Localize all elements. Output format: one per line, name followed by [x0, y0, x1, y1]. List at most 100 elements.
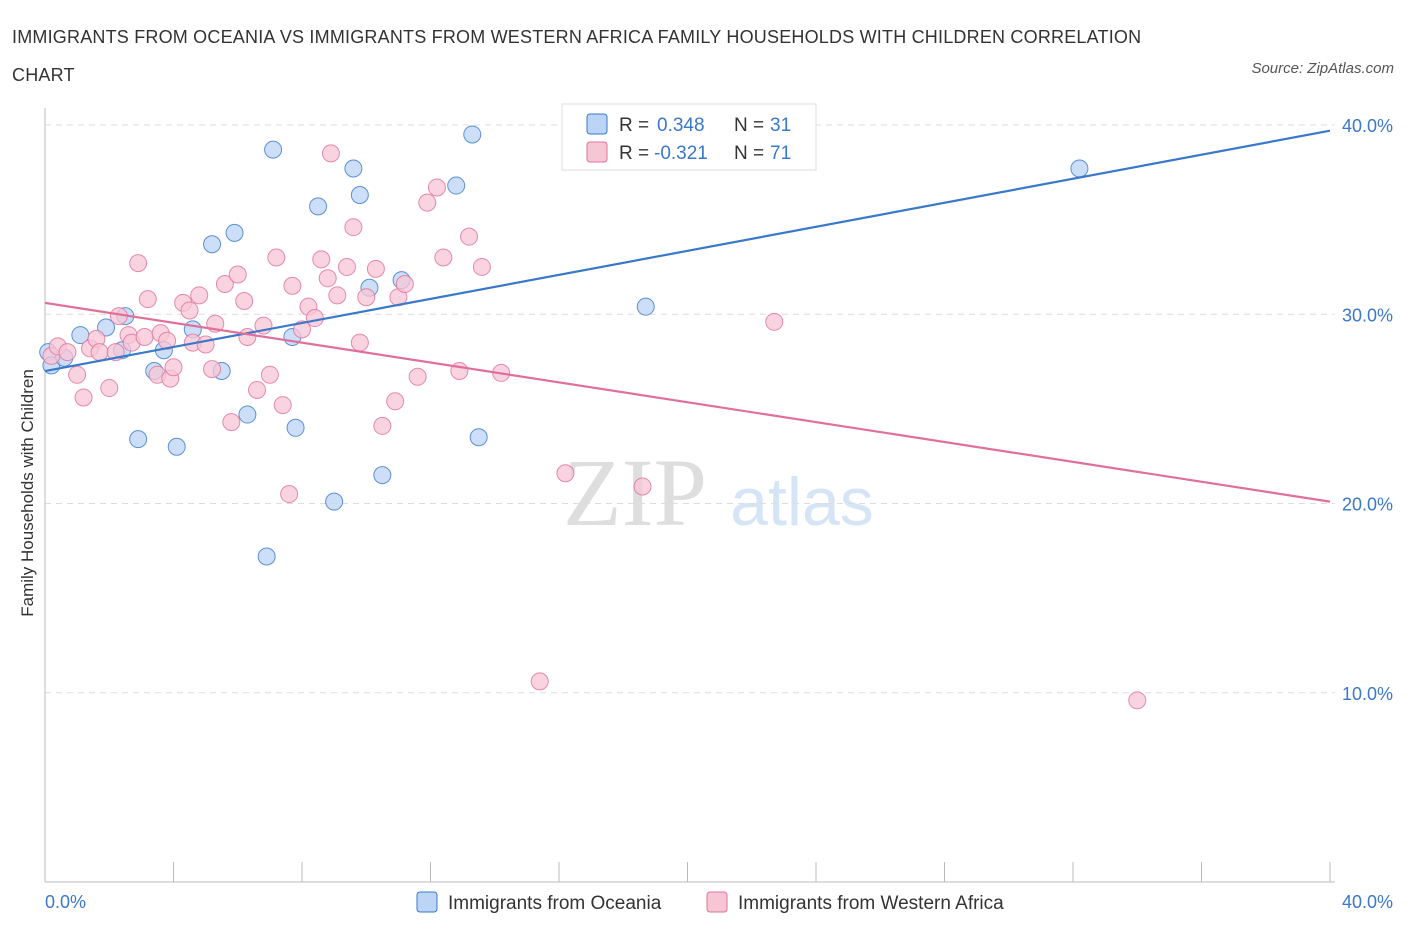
point-oceania-28: [463, 125, 482, 144]
legend-blue-r-value: 0.348: [657, 115, 705, 136]
legend-blue-n-value: 31: [770, 115, 791, 136]
point-oceania-19: [286, 418, 305, 437]
bottom-legend-swatch-oceania: [416, 891, 438, 913]
point-oceania-25: [373, 466, 392, 485]
legend-blue-r-label: R =: [619, 115, 649, 136]
axes: [44, 108, 1335, 883]
x-tick-label-start: 0.0%: [45, 892, 86, 912]
trend-line-western-africa: [44, 301, 1331, 503]
point-western-africa-56: [408, 367, 427, 386]
point-western-africa-51: [366, 259, 385, 278]
point-oceania-23: [350, 186, 369, 205]
point-western-africa-14: [135, 327, 154, 346]
bottom-legend-oceania: Immigrants from Oceania: [448, 893, 662, 914]
point-western-africa-26: [203, 360, 222, 379]
point-western-africa-15: [138, 290, 157, 309]
x-tick-label-end: 40.0%: [1342, 892, 1393, 912]
point-oceania-29: [469, 428, 488, 447]
point-western-africa-57: [418, 193, 437, 212]
legend-pink-r-value: -0.321: [654, 143, 708, 164]
point-western-africa-35: [260, 365, 279, 384]
point-western-africa-30: [228, 265, 247, 284]
point-western-africa-52: [373, 416, 392, 435]
bottom-legend-western-africa: Immigrants from Western Africa: [738, 893, 1004, 914]
point-western-africa-39: [283, 276, 302, 295]
point-western-africa-24: [190, 286, 209, 305]
trend-line-oceania: [44, 129, 1331, 373]
point-oceania-7: [129, 430, 148, 449]
point-western-africa-7: [90, 343, 109, 362]
point-western-africa-37: [273, 396, 292, 415]
y-tick-label-20: 20.0%: [1342, 495, 1393, 515]
stats-legend: R = 0.348 N = 31 R = -0.321 N = 71: [561, 103, 817, 171]
point-western-africa-45: [321, 144, 340, 163]
point-western-africa-47: [337, 257, 356, 276]
point-oceania-21: [325, 492, 344, 511]
point-western-africa-68: [1128, 691, 1147, 710]
legend-pink-n-label: N =: [734, 143, 764, 164]
y-tick-label-40: 40.0%: [1342, 116, 1393, 136]
source-label: Source: ZipAtlas.com: [1251, 60, 1394, 77]
legend-swatch-pink: [586, 141, 608, 163]
y-tick-label-30: 30.0%: [1342, 305, 1393, 325]
point-oceania-14: [225, 223, 244, 242]
point-oceania-22: [344, 159, 363, 178]
chart-title: IMMIGRANTS FROM OCEANIA VS IMMIGRANTS FR…: [12, 27, 1142, 85]
point-oceania-10: [167, 437, 186, 456]
point-western-africa-55: [395, 274, 414, 293]
watermark-zip: ZIP: [563, 439, 707, 546]
point-western-africa-61: [460, 227, 479, 246]
point-oceania-12: [203, 235, 222, 254]
point-oceania-30: [636, 297, 655, 316]
series-western-africa-points: [42, 144, 1147, 710]
grid-lines: [45, 124, 1335, 694]
point-western-africa-31: [235, 292, 254, 311]
y-axis-label: Family Households with Children: [18, 369, 37, 617]
point-western-africa-65: [556, 464, 575, 483]
point-western-africa-43: [312, 250, 331, 269]
series-legend: Immigrants from Oceania Immigrants from …: [416, 891, 1004, 914]
point-western-africa-49: [350, 333, 369, 352]
point-oceania-17: [264, 140, 283, 159]
point-oceania-15: [238, 405, 257, 424]
point-western-africa-46: [328, 286, 347, 305]
legend-swatch-blue: [586, 113, 608, 135]
point-western-africa-29: [222, 413, 241, 432]
point-western-africa-20: [164, 358, 183, 377]
point-western-africa-22: [180, 301, 199, 320]
legend-blue-n-label: N =: [734, 115, 764, 136]
point-western-africa-36: [267, 248, 286, 267]
point-western-africa-38: [280, 485, 299, 504]
y-tick-label-10: 10.0%: [1342, 684, 1393, 704]
point-western-africa-48: [344, 218, 363, 237]
point-western-africa-66: [633, 477, 652, 496]
point-western-africa-58: [427, 178, 446, 197]
point-western-africa-67: [765, 312, 784, 331]
point-western-africa-59: [434, 248, 453, 267]
x-tick-labels: 0.0% 40.0%: [45, 892, 1393, 912]
point-oceania-16: [257, 547, 276, 566]
point-western-africa-40: [293, 320, 311, 339]
legend-pink-r-label: R =: [619, 143, 649, 164]
y-tick-labels: 10.0% 20.0% 30.0% 40.0%: [1342, 116, 1393, 704]
point-oceania-27: [447, 176, 466, 195]
point-oceania-20: [309, 197, 328, 216]
point-oceania-31: [1070, 159, 1089, 178]
point-western-africa-42: [305, 309, 324, 328]
legend-pink-n-value: 71: [770, 143, 791, 164]
point-western-africa-64: [530, 672, 549, 691]
point-western-africa-3: [68, 365, 87, 384]
point-western-africa-2: [58, 343, 77, 362]
point-western-africa-8: [100, 379, 119, 398]
point-western-africa-53: [386, 392, 405, 411]
bottom-legend-swatch-western-africa: [706, 891, 728, 913]
watermark-atlas: atlas: [730, 464, 874, 540]
point-western-africa-4: [74, 388, 93, 407]
point-western-africa-33: [248, 380, 267, 399]
trend-lines: [44, 129, 1331, 503]
point-western-africa-28: [215, 274, 234, 293]
point-western-africa-50: [357, 288, 376, 307]
point-western-africa-13: [129, 254, 148, 273]
point-western-africa-25: [196, 335, 215, 354]
